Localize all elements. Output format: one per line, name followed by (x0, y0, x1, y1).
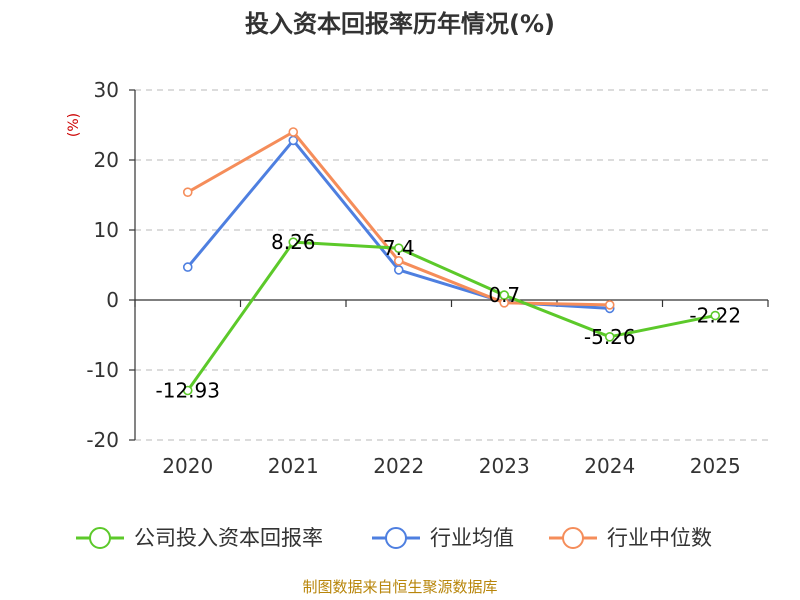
axis-layer: -20 -10 0 10 20 30 2020 2021 2022 2023 2024 2025 (86, 78, 769, 478)
legend-marker (89, 527, 111, 549)
chart-title: 投入资本回报率历年情况(%) (245, 10, 555, 38)
x-tick-label-2023: 2023 (479, 454, 530, 478)
data-label-2025: -2.22 (689, 304, 741, 328)
point-2-4 (604, 300, 615, 310)
y-axis-label: (%) (66, 113, 82, 137)
y-tick-label: 20 (94, 148, 119, 172)
legend-label: 行业中位数 (607, 526, 712, 550)
y-tick-label: 10 (94, 218, 119, 242)
series-line-0 (186, 240, 717, 393)
series-line-2 (186, 130, 612, 307)
y-tick-label: -10 (86, 358, 119, 382)
point-1-0 (182, 262, 193, 272)
data-label-2022: 7.4 (383, 236, 415, 260)
legend-item-0: 公司投入资本回报率 (76, 526, 323, 550)
point-1-2 (393, 265, 404, 275)
point-0-3 (499, 290, 510, 300)
grid-layer (135, 89, 768, 441)
y-tick-label: 0 (106, 288, 119, 312)
source-text: 制图数据来自恒生聚源数据库 (302, 578, 497, 596)
legend-item-2: 行业中位数 (549, 526, 712, 550)
x-tick-label-2022: 2022 (373, 454, 424, 478)
legend-label: 公司投入资本回报率 (134, 526, 323, 550)
legend-label: 行业均值 (430, 526, 514, 550)
series-0 (182, 237, 721, 396)
x-tick-label-2021: 2021 (268, 454, 319, 478)
y-tick-label: 30 (94, 78, 119, 102)
legend: 公司投入资本回报率 行业均值 行业中位数 (76, 526, 712, 550)
point-2-0 (182, 187, 193, 197)
point-0-2 (393, 243, 404, 253)
x-tick-label-2020: 2020 (162, 454, 213, 478)
legend-marker (562, 527, 584, 549)
x-tick-label-2025: 2025 (690, 454, 741, 478)
legend-marker (385, 527, 407, 549)
point-2-2 (393, 255, 404, 266)
series-layer (182, 127, 721, 396)
data-label-2020: -12.93 (156, 379, 220, 403)
data-label-layer: -12.93 8.26 7.4 0.7 -5.26 -2.22 (156, 230, 742, 402)
point-0-4 (604, 332, 615, 342)
legend-item-1: 行业均值 (372, 526, 514, 550)
data-label-2024: -5.26 (584, 325, 636, 349)
series-1 (182, 135, 615, 314)
point-0-0 (182, 385, 193, 396)
point-2-1 (288, 127, 299, 137)
point-0-1 (288, 237, 299, 247)
y-tick-label: -20 (86, 428, 119, 452)
data-label-2021: 8.26 (271, 230, 316, 254)
data-label-2023: 0.7 (488, 283, 520, 307)
series-line-1 (186, 138, 612, 310)
x-tick-label-2024: 2024 (584, 454, 635, 478)
series-2 (182, 127, 615, 310)
point-0-5 (710, 310, 721, 321)
